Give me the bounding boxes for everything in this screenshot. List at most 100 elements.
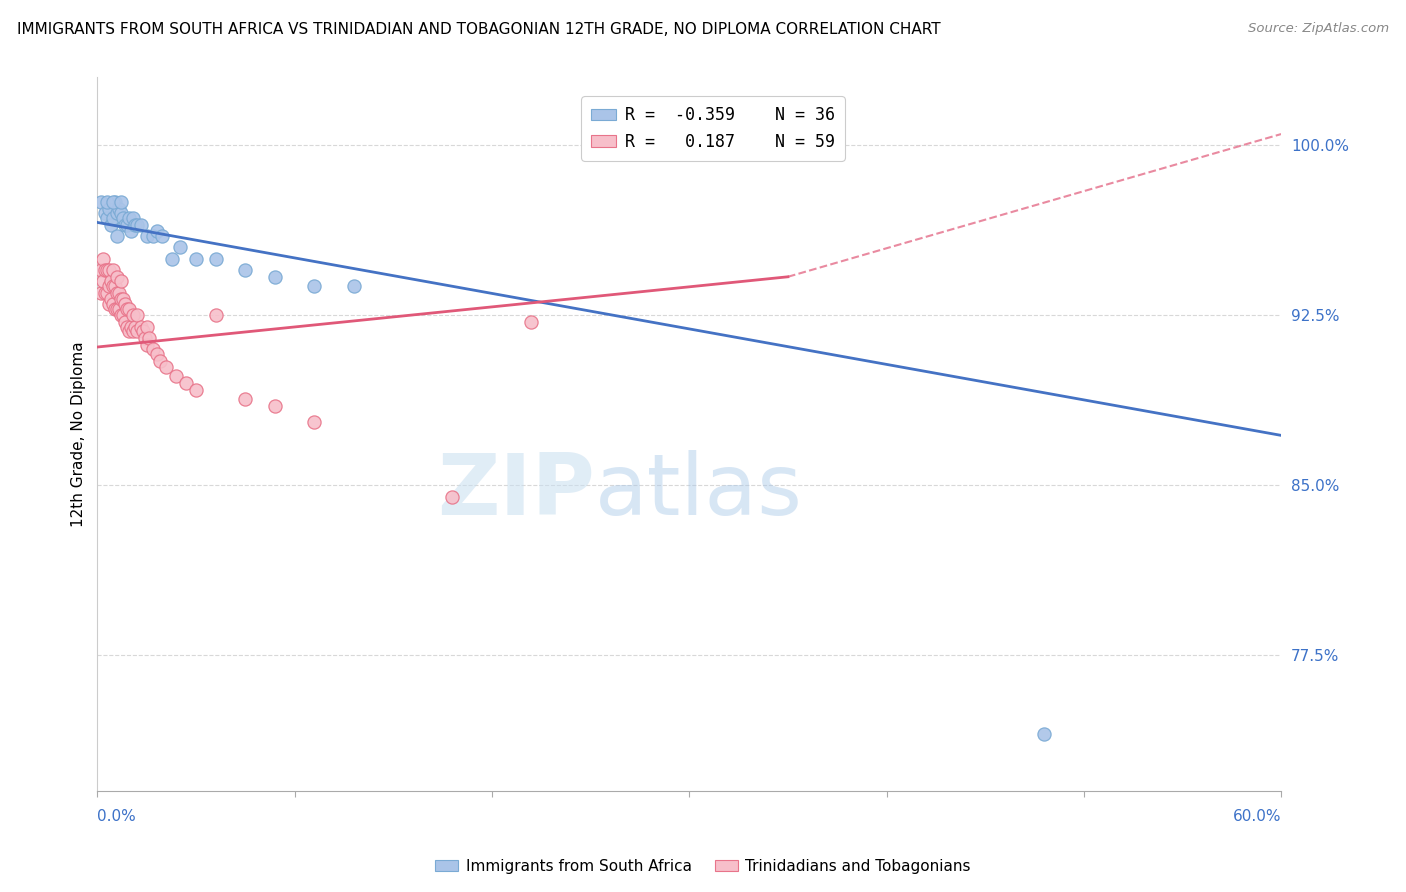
Point (110, 194, 132, 209)
Point (129, 319, 152, 334)
Point (184, 383, 207, 397)
Point (120, 225, 142, 239)
Point (98, 202, 121, 216)
Point (145, 225, 167, 239)
Point (155, 360, 177, 375)
Point (204, 252, 226, 266)
Point (94, 206, 117, 220)
Point (134, 331, 156, 345)
Point (91, 274, 114, 288)
Text: 60.0%: 60.0% (1233, 809, 1281, 824)
Point (101, 211, 124, 225)
Point (94, 285, 117, 300)
Point (145, 347, 167, 361)
Point (120, 319, 142, 334)
Point (96, 194, 118, 209)
Point (1033, 727, 1056, 741)
Point (111, 293, 134, 307)
Point (142, 229, 165, 244)
Point (152, 229, 174, 244)
Point (204, 308, 226, 322)
Point (110, 206, 132, 220)
Point (149, 353, 172, 368)
Point (104, 194, 127, 209)
Point (441, 490, 464, 504)
Point (233, 392, 256, 406)
Point (98, 297, 121, 311)
Point (111, 308, 134, 322)
Text: Source: ZipAtlas.com: Source: ZipAtlas.com (1249, 22, 1389, 36)
Point (162, 252, 184, 266)
Text: ZIP: ZIP (437, 450, 595, 533)
Point (135, 319, 157, 334)
Point (125, 324, 148, 338)
Point (101, 278, 124, 293)
Point (129, 218, 152, 232)
Point (118, 211, 141, 225)
Point (115, 319, 138, 334)
Point (114, 218, 136, 232)
Point (135, 229, 157, 244)
Legend: R =  -0.359    N = 36, R =   0.187    N = 59: R = -0.359 N = 36, R = 0.187 N = 59 (581, 96, 845, 161)
Y-axis label: 12th Grade, No Diploma: 12th Grade, No Diploma (72, 342, 86, 527)
Point (104, 278, 127, 293)
Point (96, 263, 118, 277)
Point (125, 218, 148, 232)
Point (105, 229, 128, 244)
Point (105, 206, 128, 220)
Text: atlas: atlas (595, 450, 803, 533)
Point (114, 315, 136, 329)
Point (124, 319, 146, 334)
Point (100, 218, 122, 232)
Point (108, 301, 131, 316)
Point (304, 278, 326, 293)
Point (115, 218, 138, 232)
Text: IMMIGRANTS FROM SOUTH AFRICA VS TRINIDADIAN AND TOBAGONIAN 12TH GRADE, NO DIPLOM: IMMIGRANTS FROM SOUTH AFRICA VS TRINIDAD… (17, 22, 941, 37)
Text: 0.0%: 0.0% (97, 809, 136, 824)
Point (124, 218, 146, 232)
Point (90, 263, 112, 277)
Point (115, 301, 138, 316)
Point (118, 301, 141, 316)
Point (142, 343, 165, 357)
Point (105, 285, 128, 300)
Point (94, 263, 117, 277)
Point (264, 269, 287, 284)
Point (90, 285, 112, 300)
Point (90, 194, 112, 209)
Point (132, 324, 155, 338)
Point (114, 297, 136, 311)
Point (108, 202, 131, 216)
Point (100, 274, 122, 288)
Point (101, 263, 124, 277)
Legend: Immigrants from South Africa, Trinidadians and Tobagonians: Immigrants from South Africa, Trinidadia… (429, 853, 977, 880)
Point (105, 269, 128, 284)
Point (100, 293, 122, 307)
Point (264, 399, 287, 413)
Point (138, 331, 160, 345)
Point (343, 278, 366, 293)
Point (110, 293, 132, 307)
Point (165, 369, 187, 384)
Point (169, 240, 191, 254)
Point (96, 285, 118, 300)
Point (104, 301, 127, 316)
Point (520, 315, 543, 329)
Point (125, 308, 148, 322)
Point (174, 376, 197, 391)
Point (121, 308, 143, 322)
Point (98, 278, 121, 293)
Point (101, 297, 124, 311)
Point (96, 211, 118, 225)
Point (105, 301, 128, 316)
Point (91, 252, 114, 266)
Point (135, 337, 157, 351)
Point (110, 308, 132, 322)
Point (108, 285, 131, 300)
Point (118, 324, 141, 338)
Point (233, 263, 256, 277)
Point (304, 415, 326, 429)
Point (110, 274, 132, 288)
Point (98, 263, 121, 277)
Point (184, 252, 207, 266)
